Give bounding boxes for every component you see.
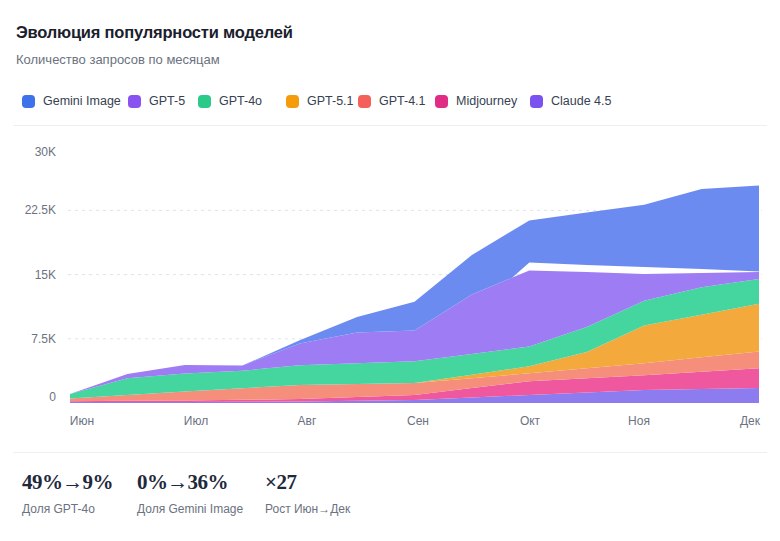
y-axis-label: 22.5K [6,203,56,217]
stat-label: Доля Gemini Image [137,502,243,516]
stat-block: ×27 Рост Июн→Дек [265,470,350,516]
x-axis-label: Июл [184,414,208,428]
x-axis-label: Дек [740,414,760,428]
stats-divider [13,452,767,453]
model-popularity-card: Эволюция популярности моделей Количество… [0,0,780,541]
chart-canvas [0,0,780,435]
y-axis-label: 0 [6,390,56,404]
y-axis-label: 7.5K [6,332,56,346]
x-axis-label: Сен [407,414,429,428]
stat-value: ×27 [265,470,350,495]
stat-block: 0% → 36% Доля Gemini Image [137,470,243,516]
y-axis-label: 30K [6,145,56,159]
stat-value: 0% → 36% [137,470,243,495]
x-axis-label: Окт [520,414,540,428]
x-axis-label: Ноя [628,414,650,428]
stat-value: 49% → 9% [22,470,113,495]
stat-label: Доля GPT-4o [22,502,113,516]
x-axis-label: Авг [298,414,317,428]
stat-label: Рост Июн→Дек [265,502,350,516]
y-axis-label: 15K [6,268,56,282]
x-axis-label: Июн [70,414,94,428]
stat-block: 49% → 9% Доля GPT-4o [22,470,113,516]
